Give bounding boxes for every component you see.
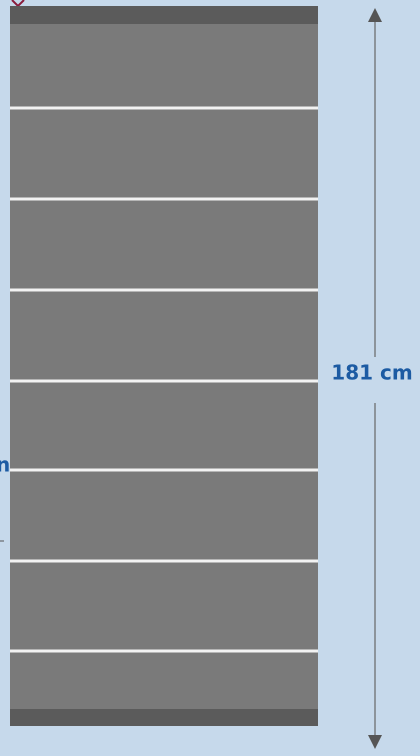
panel-bottom-strip [10,709,318,726]
panel-seams [10,106,318,653]
side-label: n [0,453,10,477]
arrow-head-down [368,735,382,749]
panel-top-strip [10,6,318,24]
dimension-label: 181 cm [331,361,412,385]
arrow-head-up [368,8,382,22]
panel [10,6,318,726]
